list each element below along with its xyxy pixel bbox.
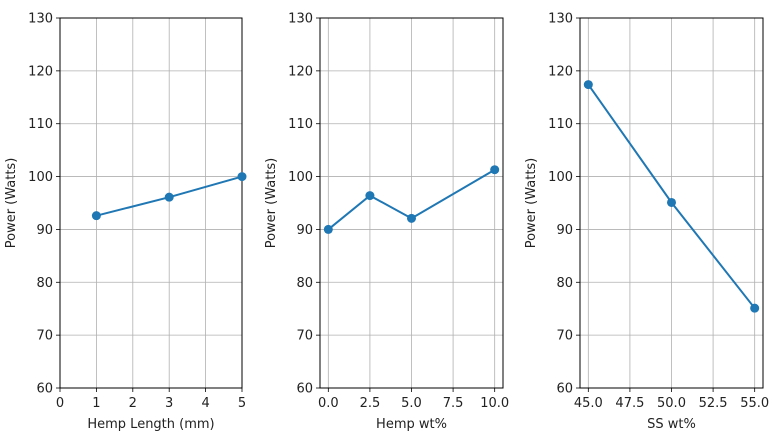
data-point: [237, 172, 247, 182]
chart-panel-2: 60 70 80 90 100 110 120 130 0.0 2.5 5.0 7.5 10.0 Hemp…: [264, 12, 509, 433]
x-tick-label: 47.5: [615, 396, 644, 411]
y-tick-label: 120: [548, 64, 573, 79]
y-tick-label: 100: [548, 170, 573, 185]
x-axis-label: Hemp Length (mm): [87, 417, 214, 432]
data-point: [164, 192, 174, 202]
x-tick-label: 1: [92, 396, 100, 411]
x-tick-label: 4: [201, 396, 209, 411]
y-tick-label: 130: [288, 12, 313, 27]
x-tick-label: 55.0: [740, 396, 769, 411]
x-tick-label: 0.0: [318, 396, 339, 411]
y-tick-label: 90: [296, 223, 313, 238]
x-tick-label: 5: [238, 396, 246, 411]
y-tick-label: 90: [36, 223, 53, 238]
x-tick-label: 2.5: [360, 396, 381, 411]
x-tick-label: 45.0: [574, 396, 603, 411]
y-tick-label: 80: [556, 276, 573, 291]
y-axis-label: Power (Watts): [524, 158, 539, 249]
axes-frame: [59, 17, 243, 389]
y-tick-label: 90: [556, 223, 573, 238]
data-point: [667, 197, 676, 207]
y-tick-label: 100: [28, 170, 53, 185]
y-tick-label: 70: [556, 329, 573, 344]
chart-panel-3: 60 70 80 90 100 110 120 130 45.0 47.5 50.0 52.5 55.0…: [524, 12, 769, 433]
y-tick-label: 70: [36, 329, 53, 344]
y-tick-label: 100: [288, 170, 313, 185]
y-tick-label: 110: [288, 117, 313, 132]
data-point: [91, 211, 101, 221]
x-tick-label: 10.0: [480, 396, 509, 411]
y-tick-label: 80: [296, 276, 313, 291]
chart-panel-1: 60 70 80 90 100 110 120 130 0 1 2 3 4 5 Hemp Length (m…: [4, 12, 247, 432]
x-axis-label: SS wt%: [647, 417, 696, 432]
series-line: [327, 168, 496, 231]
data-point: [490, 165, 500, 175]
x-axis-label: Hemp wt%: [376, 417, 447, 432]
y-axis-label: Power (Watts): [4, 158, 19, 249]
y-tick-label: 60: [556, 382, 573, 397]
y-tick-label: 130: [548, 12, 573, 27]
axes-frame: [319, 17, 504, 389]
axes-frame: [579, 17, 764, 389]
y-tick-label: 120: [288, 64, 313, 79]
data-point: [323, 224, 333, 234]
y-tick-label: 120: [28, 64, 53, 79]
y-tick-label: 60: [36, 382, 53, 397]
data-point: [750, 303, 760, 313]
data-point: [583, 80, 593, 90]
y-tick-label: 130: [28, 12, 53, 27]
y-tick-label: 110: [548, 117, 573, 132]
data-point: [365, 191, 375, 201]
x-tick-label: 0: [56, 396, 64, 411]
y-tick-label: 70: [296, 329, 313, 344]
x-tick-label: 3: [165, 396, 173, 411]
y-tick-label: 110: [28, 117, 53, 132]
x-tick-label: 7.5: [443, 396, 464, 411]
x-tick-label: 5.0: [401, 396, 422, 411]
x-tick-label: 2: [129, 396, 137, 411]
x-tick-label: 50.0: [657, 396, 686, 411]
y-axis-label: Power (Watts): [264, 158, 279, 249]
x-tick-label: 52.5: [699, 396, 728, 411]
data-point: [407, 213, 416, 223]
y-tick-label: 60: [296, 382, 313, 397]
y-tick-label: 80: [36, 276, 53, 291]
